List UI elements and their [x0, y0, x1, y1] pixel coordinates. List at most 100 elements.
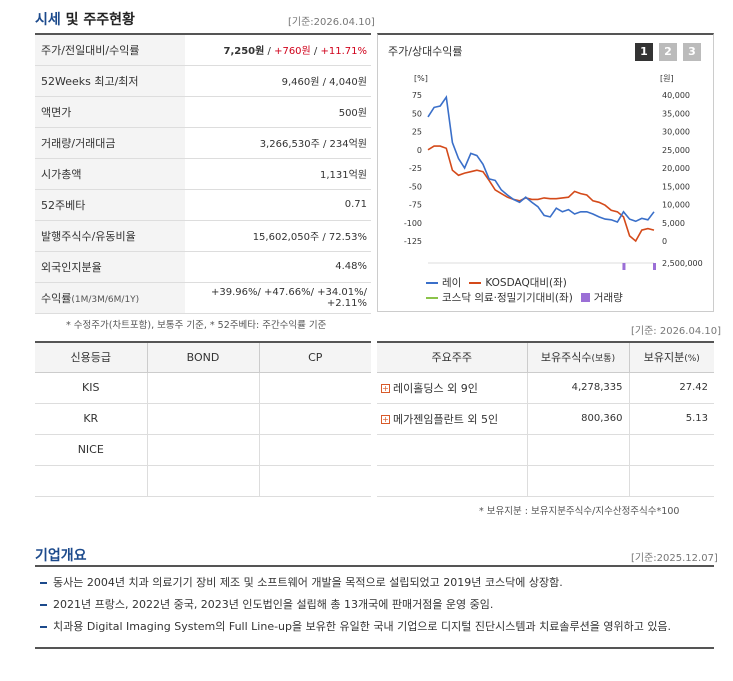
stats-table: 주가/전일대비/수익률 7,250원 / +760원 / +11.71% 52Wee…: [35, 33, 371, 314]
holder-row: + 레이홀딩스 외 9인 4,278,335 27.42: [377, 372, 714, 404]
holder-name: + 레이홀딩스 외 9인: [377, 372, 528, 404]
stats-value: 0.71: [344, 199, 367, 210]
holder-pct: [629, 434, 714, 466]
stats-label: 액면가: [35, 96, 185, 127]
right-tick-label: 5,000: [662, 219, 685, 228]
overview-item: 치과용 Digital Imaging System의 Full Line-up…: [35, 619, 714, 635]
left-tick-label: 25: [412, 128, 422, 137]
stats-row: 시가총액 1,131억원: [35, 158, 371, 189]
overview-item: 2021년 프랑스, 2022년 중국, 2023년 인도법인을 설립해 총 1…: [35, 597, 714, 613]
credit-row: NICE: [35, 434, 371, 466]
credit-row: [35, 465, 371, 497]
stats-row: 52주베타 0.71: [35, 189, 371, 220]
right-tick-label: 20,000: [662, 164, 690, 173]
company-overview: 동사는 2004년 치과 의료기기 장비 제조 및 소프트웨어 개발을 목적으로…: [35, 565, 714, 649]
holder-pct: [629, 465, 714, 497]
stats-value: 1,131억원: [319, 170, 367, 181]
stats-row: 외국인지분율 4.48%: [35, 251, 371, 282]
overview-base-date: [기준:2025.12.07]: [631, 553, 718, 564]
credit-header: 신용등급: [35, 342, 148, 373]
chart-title: 주가/상대수익률: [388, 45, 463, 58]
left-tick-label: -50: [409, 182, 422, 191]
chart-tab-1[interactable]: 1: [635, 43, 653, 61]
credit-rating-table: 신용등급 BOND CP KIS KR NICE: [35, 341, 371, 497]
credit-cell: [259, 372, 371, 404]
legend-item: 거래량: [593, 292, 623, 304]
holder-header: 보유주식수(보통): [527, 342, 630, 373]
stats-row: 수익률(1M/3M/6M/1Y) +39.96%/ +47.66%/ +34.01…: [35, 282, 371, 313]
left-tick-label: 0: [417, 146, 422, 155]
holder-shares: [527, 434, 630, 466]
section-title: 시세 및 주주현황: [35, 12, 135, 28]
credit-agency: [35, 465, 148, 497]
right-tick-label: 35,000: [662, 109, 690, 118]
volume-tick-label: 2,500,000: [662, 259, 703, 268]
volume-bar: [622, 263, 626, 270]
holder-pct: 5.13: [629, 403, 714, 435]
stats-label: 52Weeks 최고/최저: [35, 65, 185, 96]
stats-label: 주가/전일대비/수익률: [35, 34, 185, 65]
holder-name: + 메가젠임플란트 외 5인: [377, 403, 528, 435]
stats-row: 액면가 500원: [35, 96, 371, 127]
credit-cell: [147, 372, 260, 404]
expand-plus-icon[interactable]: +: [381, 384, 390, 393]
holder-row: + 메가젠임플란트 외 5인 800,360 5.13: [377, 403, 714, 435]
overview-title: 기업개요: [35, 548, 87, 564]
right-tick-label: 40,000: [662, 91, 690, 100]
stats-row: 52Weeks 최고/최저 9,460원 / 4,040원: [35, 65, 371, 96]
chart-base-date: [기준: 2026.04.10]: [631, 326, 722, 337]
legend-line-swatch: [469, 281, 482, 284]
left-unit: [%]: [414, 74, 428, 83]
legend-line-swatch: [426, 296, 438, 299]
credit-cell: [259, 403, 371, 435]
left-tick-label: -25: [409, 164, 422, 173]
holder-header: 주요주주: [377, 342, 528, 373]
stats-value: 500원: [338, 108, 367, 119]
holders-note: * 보유지분 : 보유지분주식수/지수산정주식수*100: [479, 506, 680, 517]
base-date: [기준:2026.04.10]: [288, 17, 375, 28]
legend-item: 레이: [442, 277, 462, 289]
credit-header: BOND: [147, 342, 260, 373]
chart-tab-2[interactable]: 2: [659, 43, 677, 61]
left-tick-label: 75: [412, 91, 422, 100]
credit-cell: [147, 403, 260, 435]
expand-plus-icon[interactable]: +: [381, 415, 390, 424]
volume-bar: [653, 263, 656, 270]
holder-pct: 27.42: [629, 372, 714, 404]
chart-plot: [%] [원] 75 50 25 0 -25 -50 -75 -100 -125 40,000 35,0…: [404, 74, 703, 270]
credit-agency: KIS: [35, 372, 148, 404]
right-tick-label: 10,000: [662, 201, 690, 210]
holder-name: [377, 465, 528, 497]
holder-shares: 800,360: [527, 403, 630, 435]
stats-label: 52주베타: [35, 189, 185, 220]
stats-row: 거래량/거래대금 3,266,530주 / 234억원: [35, 127, 371, 158]
right-tick-label: 25,000: [662, 146, 690, 155]
stats-value: 3,266,530주 / 234억원: [259, 139, 367, 150]
stats-value: 9,460원 / 4,040원: [281, 77, 367, 88]
legend-item: KOSDAQ대비(좌): [485, 277, 567, 289]
series-line-1: [427, 145, 655, 243]
stats-value: +39.96%/ +47.66%/ +34.01%/ +2.11%: [211, 286, 367, 309]
left-tick-label: -125: [404, 237, 422, 246]
stats-row: 발행주식수/유동비율 15,602,050주 / 72.53%: [35, 220, 371, 251]
shareholders-table: 주요주주 보유주식수(보통) 보유지분(%) + 레이홀딩스 외 9인 4,278,…: [377, 341, 714, 497]
holder-shares: [527, 465, 630, 497]
series-line-0: [427, 95, 655, 223]
legend-box-swatch: [580, 293, 590, 302]
stats-value: 4.48%: [335, 261, 367, 272]
chart-legend: 레이 KOSDAQ대비(좌) 코스닥 의료·정밀기기대비(좌) 거래량: [422, 275, 623, 305]
stats-value: 7,250원 / +760원 / +11.71%: [223, 46, 368, 58]
stats-label: 발행주식수/유동비율: [35, 220, 185, 251]
credit-cell: [147, 465, 260, 497]
right-tick-label: 15,000: [662, 182, 690, 191]
credit-agency: NICE: [35, 434, 148, 466]
credit-row: KIS: [35, 372, 371, 404]
holder-row: [377, 434, 714, 466]
left-tick-label: 50: [412, 109, 422, 118]
legend-item: 코스닥 의료·정밀기기대비(좌): [442, 292, 573, 304]
credit-cell: [147, 434, 260, 466]
credit-row: KR: [35, 403, 371, 435]
chart-tab-3[interactable]: 3: [683, 43, 701, 61]
right-tick-label: 30,000: [662, 128, 690, 137]
